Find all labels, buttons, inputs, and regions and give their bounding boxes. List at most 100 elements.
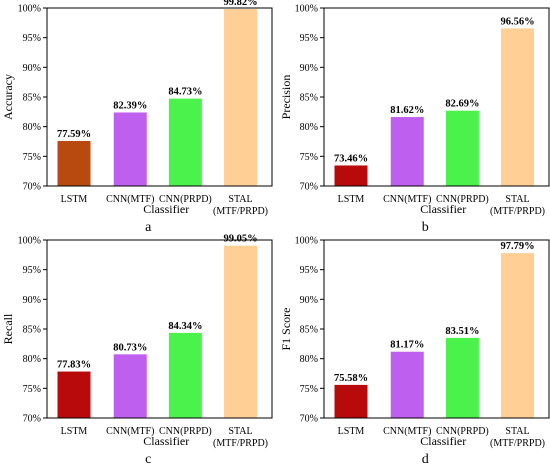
value-label: 96.56% [500,16,534,27]
y-tick-label: 80% [23,122,41,133]
x-tick-label: CNN(MTF) [383,194,431,205]
panel-d: 70% 75% 80% 85% 90% 95% 100% 75.58% LSTM 81.17% CN… [279,236,550,467]
bar-3 [224,245,257,418]
x-tick-label: (MTF/PRPD) [213,206,268,217]
x-tick-label: CNN(PRPD) [159,426,212,437]
x-tick-label: STAL [228,426,252,437]
y-tick-label: 100% [18,236,41,247]
y-tick-label: 75% [23,384,41,395]
value-label: 77.59% [57,129,91,140]
y-tick-label: 85% [23,325,41,336]
x-tick-label: CNN(MTF) [383,426,431,437]
y-tick-label: 80% [23,354,41,365]
y-tick-label: 70% [300,414,318,425]
y-tick-label: 70% [300,182,318,193]
panel-letter: b [422,220,429,235]
x-tick-label: CNN(PRPD) [436,194,489,205]
y-tick-label: 95% [23,265,41,276]
plot-frame [323,239,550,419]
y-tick-label: 80% [300,122,318,133]
panel-b: 70% 75% 80% 85% 90% 95% 100% 73.46% LSTM 81.62% CN… [279,4,550,235]
y-axis-label: Precision [279,75,293,120]
y-tick-label: 90% [300,63,318,74]
panel-a: 70% 75% 80% 85% 90% 95% 100% 77.59% LSTM 82.39% CN… [1,0,273,235]
y-tick-label: 95% [23,33,41,44]
panel-c: 70% 75% 80% 85% 90% 95% 100% 77.83% LSTM 80.73% CN… [1,234,273,467]
y-tick-label: 95% [300,33,318,44]
y-tick-label: 90% [23,63,41,74]
y-tick-label: 85% [23,93,41,104]
bar-3 [501,28,534,186]
panel-letter: a [145,220,152,235]
y-tick-label: 70% [23,414,41,425]
value-label: 81.17% [390,340,424,351]
value-label: 80.73% [113,342,147,353]
bar-2 [445,110,479,186]
x-tick-label: LSTM [61,194,88,205]
bar-3 [224,9,257,187]
bar-2 [168,98,202,186]
y-axis-label: Accuracy [1,74,15,120]
y-tick-label: 100% [295,4,318,15]
value-label: 82.39% [113,100,147,111]
value-label: 82.69% [445,99,479,110]
bar-1 [390,351,424,418]
plot-frame [323,7,550,187]
x-tick-label: (MTF/PRPD) [490,438,545,449]
y-tick-label: 85% [300,93,318,104]
value-label: 77.83% [57,360,91,371]
x-tick-label: STAL [505,426,529,437]
x-tick-label: CNN(MTF) [106,194,154,205]
x-axis-label: Classifier [420,434,466,448]
plot-frame [46,7,273,187]
y-tick-label: 70% [23,182,41,193]
value-label: 81.62% [390,105,424,116]
x-axis-label: Classifier [143,202,189,216]
value-label: 84.73% [168,87,202,98]
value-label: 97.79% [500,241,534,252]
x-tick-label: STAL [505,194,529,205]
x-tick-label: LSTM [61,426,88,437]
y-tick-label: 90% [300,295,318,306]
plot-frame [46,239,273,419]
y-tick-label: 100% [295,236,318,247]
bar-0 [57,140,91,186]
x-axis-label: Classifier [143,434,189,448]
x-tick-label: CNN(PRPD) [159,194,212,205]
x-axis-label: Classifier [420,202,466,216]
x-tick-label: STAL [228,194,252,205]
bar-1 [113,354,147,418]
y-tick-label: 90% [23,295,41,306]
x-tick-label: LSTM [338,194,365,205]
x-tick-label: (MTF/PRPD) [213,438,268,449]
bar-0 [334,165,368,186]
value-label: 75.58% [334,373,368,384]
panel-letter: d [422,452,429,467]
bar-2 [168,332,202,418]
y-tick-label: 80% [300,354,318,365]
x-tick-label: CNN(PRPD) [436,426,489,437]
value-label: 84.34% [168,321,202,332]
y-tick-label: 75% [300,384,318,395]
x-tick-label: (MTF/PRPD) [490,206,545,217]
y-tick-label: 75% [300,152,318,163]
y-axis-label: F1 Score [279,308,293,351]
y-tick-label: 85% [300,325,318,336]
y-axis-label: Recall [1,313,15,344]
y-tick-label: 100% [18,4,41,15]
bar-1 [113,112,147,186]
y-tick-label: 95% [300,265,318,276]
bar-0 [57,371,91,418]
x-tick-label: LSTM [338,426,365,437]
bar-2 [445,337,479,418]
value-label: 99.05% [223,234,257,245]
value-label: 99.82% [223,0,257,8]
value-label: 73.46% [334,153,368,164]
x-tick-label: CNN(MTF) [106,426,154,437]
y-tick-label: 75% [23,152,41,163]
bar-3 [501,253,534,418]
value-label: 83.51% [445,326,479,337]
bar-1 [390,117,424,186]
bar-0 [334,384,368,418]
